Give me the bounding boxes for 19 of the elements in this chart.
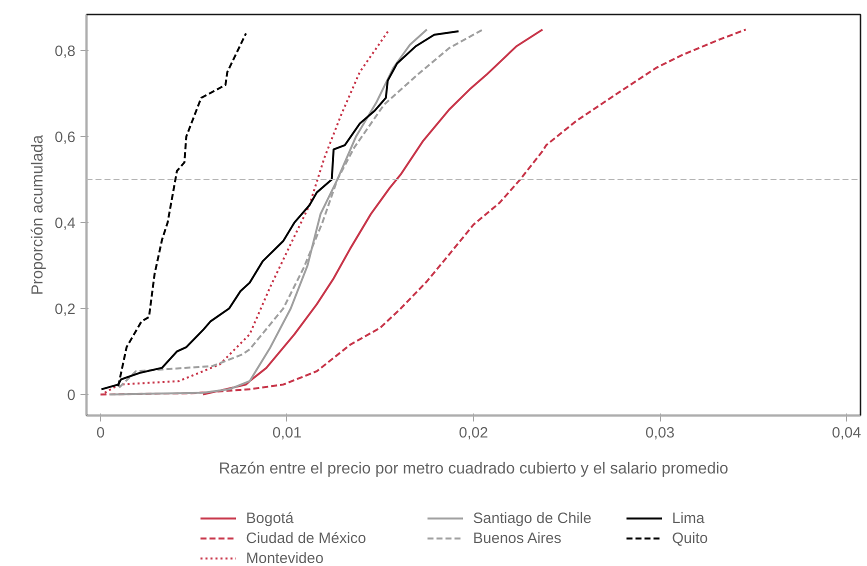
legend-label: Lima [672,509,705,527]
legend-label: Buenos Aires [473,529,562,547]
y-tick-label: 0,2 [54,300,76,318]
y-tick-label: 0,4 [54,215,76,232]
legend-label: Ciudad de México [246,529,366,547]
legend-label: Montevideo [246,549,324,565]
x-tick-label: 0,02 [458,424,488,442]
y-axis-title: Proporción acumulada [30,134,47,296]
y-tick-label: 0 [67,386,76,404]
x-tick-label: 0 [96,424,105,442]
x-tick-label: 0,03 [645,424,675,442]
legend-label: Bogotá [246,509,294,527]
legend-label: Santiago de Chile [473,509,592,527]
x-tick-label: 0,01 [272,424,302,442]
x-axis-title: Razón entre el precio por metro cuadrado cubierto y el salario promedio [218,460,728,478]
x-tick-label: 0,04 [832,424,862,442]
y-tick-label: 0,8 [54,43,76,60]
legend-label: Quito [672,529,708,547]
y-tick-label: 0,6 [54,129,76,146]
